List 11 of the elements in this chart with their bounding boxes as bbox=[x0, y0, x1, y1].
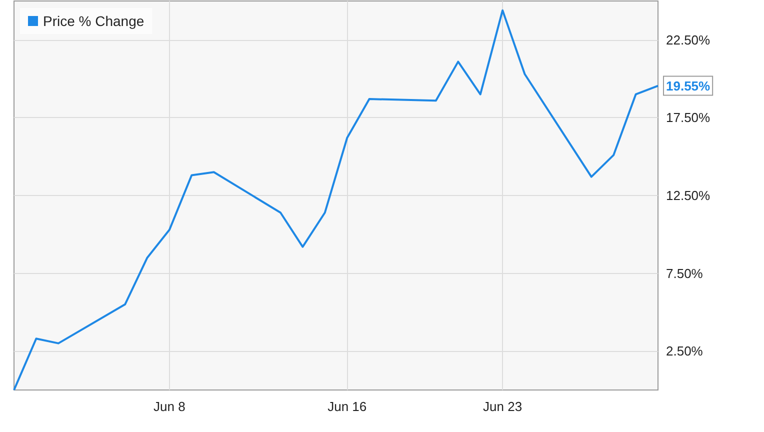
y-tick-label: 12.50% bbox=[666, 188, 711, 203]
legend-label: Price % Change bbox=[43, 13, 144, 29]
x-tick-label: Jun 23 bbox=[483, 399, 522, 414]
annotation: 19.55% bbox=[666, 78, 711, 94]
x-tick-label: Jun 16 bbox=[328, 399, 367, 414]
y-tick-label: 2.50% bbox=[666, 344, 704, 359]
x-tick-label: Jun 8 bbox=[154, 399, 186, 414]
y-tick-label: 17.50% bbox=[666, 110, 711, 126]
line-series bbox=[13, 9, 659, 391]
y-tick-label: 22.50% bbox=[666, 32, 711, 48]
y-tick-label: 7.50% bbox=[666, 266, 704, 281]
